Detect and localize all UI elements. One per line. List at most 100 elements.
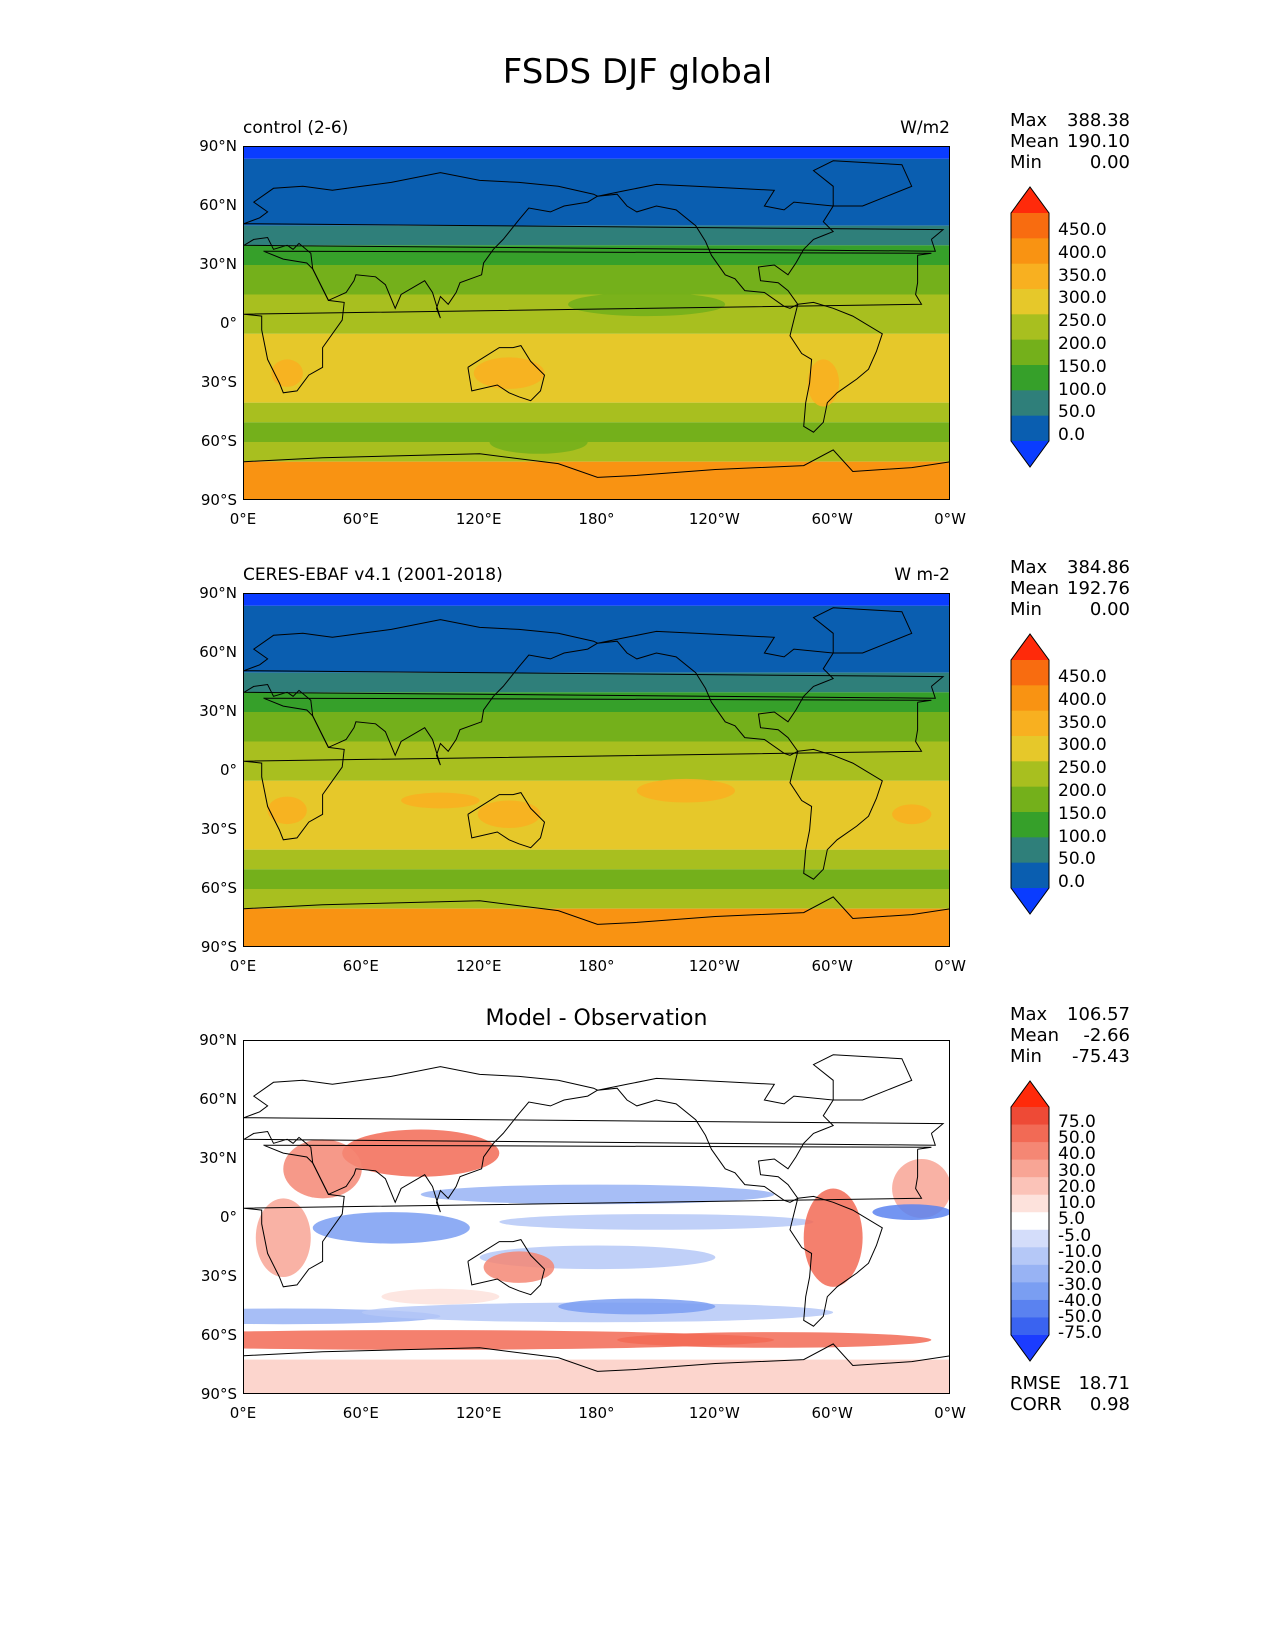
colorbar-tick-label: 100.0 [1058,379,1107,400]
panel-center-title: Model - Observation [485,1006,708,1031]
panel-units: W/m2 [900,118,950,138]
diff-region-8 [803,1188,863,1287]
lat-tick-label: 30°N [199,1149,237,1167]
coastline-2 [597,183,835,309]
map-panel [243,593,950,947]
colorbar-segment [1011,1107,1049,1126]
stat-label-max: Max [1010,110,1048,131]
colorbar-svg [1010,1080,1050,1362]
lat-tick-label: 60°N [199,1090,237,1108]
lat-tick-label: 30°N [199,702,237,720]
colorbar-segment [1011,761,1049,788]
lon-tick-label: 180° [578,510,615,528]
lat-tick-label: 90°N [199,1031,237,1049]
colorbar-tick-label: -75.0 [1058,1323,1102,1344]
stat-value-max: 388.38 [1067,110,1130,131]
coastline-6 [244,1343,949,1372]
field-region-2 [477,800,541,829]
diff-region-15 [872,1204,949,1220]
colorbar-tick-label: 400.0 [1058,689,1107,710]
field-band-7 [244,402,949,423]
colorbar-extend-top [1011,634,1049,660]
field-band-6 [244,780,949,850]
lat-tick-label: 0° [219,1208,237,1226]
colorbar-tick-label: 50.0 [1058,1127,1096,1148]
colorbar-tick-label: 350.0 [1058,265,1107,286]
diff-region-4 [420,1184,775,1205]
lat-tick-label: 60°S [200,1326,237,1344]
coastline-3 [812,607,913,654]
field-band-8 [244,422,949,442]
colorbar-outline [1010,186,1050,468]
field-band-2 [244,225,949,246]
field-band-10 [244,461,949,499]
lat-tick-label: 90°S [200,1385,237,1403]
colorbar-segment [1011,1317,1049,1336]
coastline-6 [244,896,949,925]
metric-label-corr: CORR [1010,1394,1062,1415]
stat-value-min: 0.00 [1089,599,1130,620]
field-band-4 [244,265,949,295]
colorbar-segment [1011,1177,1049,1196]
diff-region-9 [892,1159,949,1218]
lat-tick-label: 90°S [200,938,237,956]
lon-tick-label: 60°W [811,510,853,528]
lat-tick-label: 30°S [200,1267,237,1285]
map-panel [243,1040,950,1394]
coastline-0 [244,1144,932,1288]
colorbar-tick-label: 50.0 [1058,402,1096,423]
lon-tick-label: 60°W [811,957,853,975]
lon-tick-label: 0°W [934,510,966,528]
colorbar-segment [1011,1212,1049,1231]
lat-tick-label: 60°N [199,643,237,661]
coastline-5 [467,345,546,402]
stat-value-max: 106.57 [1067,1004,1130,1025]
stat-label-min: Min [1010,152,1042,173]
lat-tick-label: 90°N [199,137,237,155]
lat-tick-label: 30°N [199,255,237,273]
colorbar-tick-label: 300.0 [1058,735,1107,756]
diff-region-16 [381,1288,500,1305]
map-svg [244,147,949,499]
stat-value-mean: -2.66 [1083,1025,1130,1046]
field-band-6 [244,333,949,403]
colorbar-segment [1011,263,1049,290]
colorbar-segment [1011,1142,1049,1161]
lon-tick-label: 120°W [688,957,740,975]
lat-tick-label: 90°N [199,584,237,602]
colorbar-extend-bottom [1011,441,1049,467]
stat-value-mean: 192.76 [1067,578,1130,599]
stat-value-max: 384.86 [1067,557,1130,578]
field-band-4 [244,712,949,742]
diff-region-1 [283,1139,362,1199]
lon-tick-label: 60°E [342,957,379,975]
colorbar-tick-label: 200.0 [1058,333,1107,354]
coastline-1 [244,1066,945,1213]
lon-tick-label: 120°E [455,1404,502,1422]
lat-tick-label: 0° [219,761,237,779]
colorbar-tick-label: -10.0 [1058,1241,1102,1262]
colorbar [1010,186,1050,472]
map-panel [243,146,950,500]
colorbar-tick-label: -50.0 [1058,1307,1102,1328]
lon-tick-label: 120°W [688,510,740,528]
colorbar-segment [1011,415,1049,442]
colorbar-tick-label: 30.0 [1058,1160,1096,1181]
field-band-2 [244,672,949,693]
diff-region-7 [483,1251,555,1283]
colorbar-tick-label: 150.0 [1058,803,1107,824]
coastline-4 [789,748,883,880]
stat-label-mean: Mean [1010,578,1060,599]
colorbar-segment [1011,685,1049,712]
colorbar-segment [1011,837,1049,864]
stat-value-min: -75.43 [1071,1046,1130,1067]
colorbar-tick-label: 40.0 [1058,1144,1096,1165]
stat-label-min: Min [1010,599,1042,620]
diff-region-14 [558,1298,716,1315]
coastline-3 [812,1054,913,1101]
stat-value-mean: 190.10 [1067,131,1130,152]
lon-tick-label: 60°W [811,1404,853,1422]
lat-tick-label: 60°S [200,879,237,897]
colorbar-extend-top [1011,187,1049,213]
field-band-10 [244,908,949,946]
